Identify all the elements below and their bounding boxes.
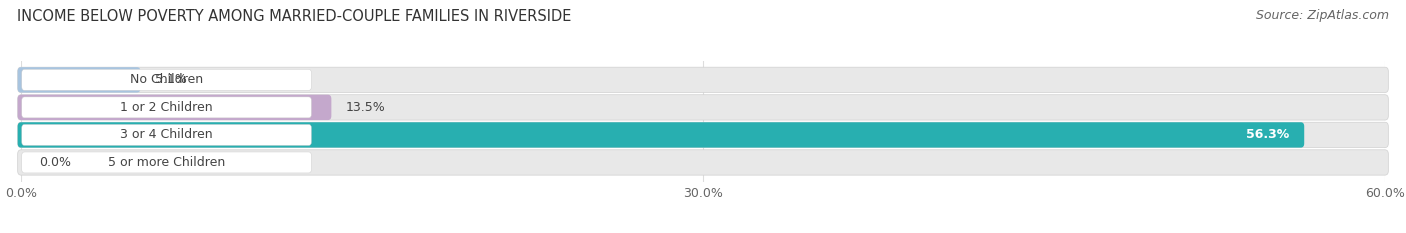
FancyBboxPatch shape [21, 152, 311, 173]
FancyBboxPatch shape [18, 122, 1305, 147]
Text: 13.5%: 13.5% [346, 101, 385, 114]
Text: 0.0%: 0.0% [39, 156, 72, 169]
FancyBboxPatch shape [21, 97, 311, 118]
Text: 56.3%: 56.3% [1246, 128, 1289, 141]
FancyBboxPatch shape [21, 124, 311, 145]
Text: 3 or 4 Children: 3 or 4 Children [121, 128, 212, 141]
FancyBboxPatch shape [18, 95, 1388, 120]
FancyBboxPatch shape [18, 67, 1388, 93]
Text: No Children: No Children [129, 73, 202, 86]
FancyBboxPatch shape [21, 69, 311, 90]
Text: 5 or more Children: 5 or more Children [108, 156, 225, 169]
FancyBboxPatch shape [18, 150, 1388, 175]
Text: Source: ZipAtlas.com: Source: ZipAtlas.com [1256, 9, 1389, 22]
Text: 5.1%: 5.1% [155, 73, 187, 86]
FancyBboxPatch shape [18, 122, 1388, 147]
FancyBboxPatch shape [18, 67, 141, 93]
Text: INCOME BELOW POVERTY AMONG MARRIED-COUPLE FAMILIES IN RIVERSIDE: INCOME BELOW POVERTY AMONG MARRIED-COUPL… [17, 9, 571, 24]
FancyBboxPatch shape [18, 95, 332, 120]
Text: 1 or 2 Children: 1 or 2 Children [121, 101, 212, 114]
